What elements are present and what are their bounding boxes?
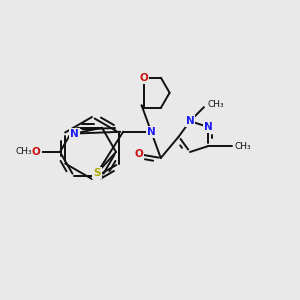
Text: N: N [204,122,212,132]
Text: N: N [70,129,79,139]
Text: O: O [32,147,40,157]
Text: CH₃: CH₃ [208,100,225,109]
Text: CH₃: CH₃ [15,148,32,157]
Text: CH₃: CH₃ [235,142,252,151]
Text: O: O [139,73,148,83]
Text: O: O [134,149,143,159]
Text: N: N [186,116,194,126]
Text: N: N [147,127,156,137]
Text: S: S [94,168,101,178]
